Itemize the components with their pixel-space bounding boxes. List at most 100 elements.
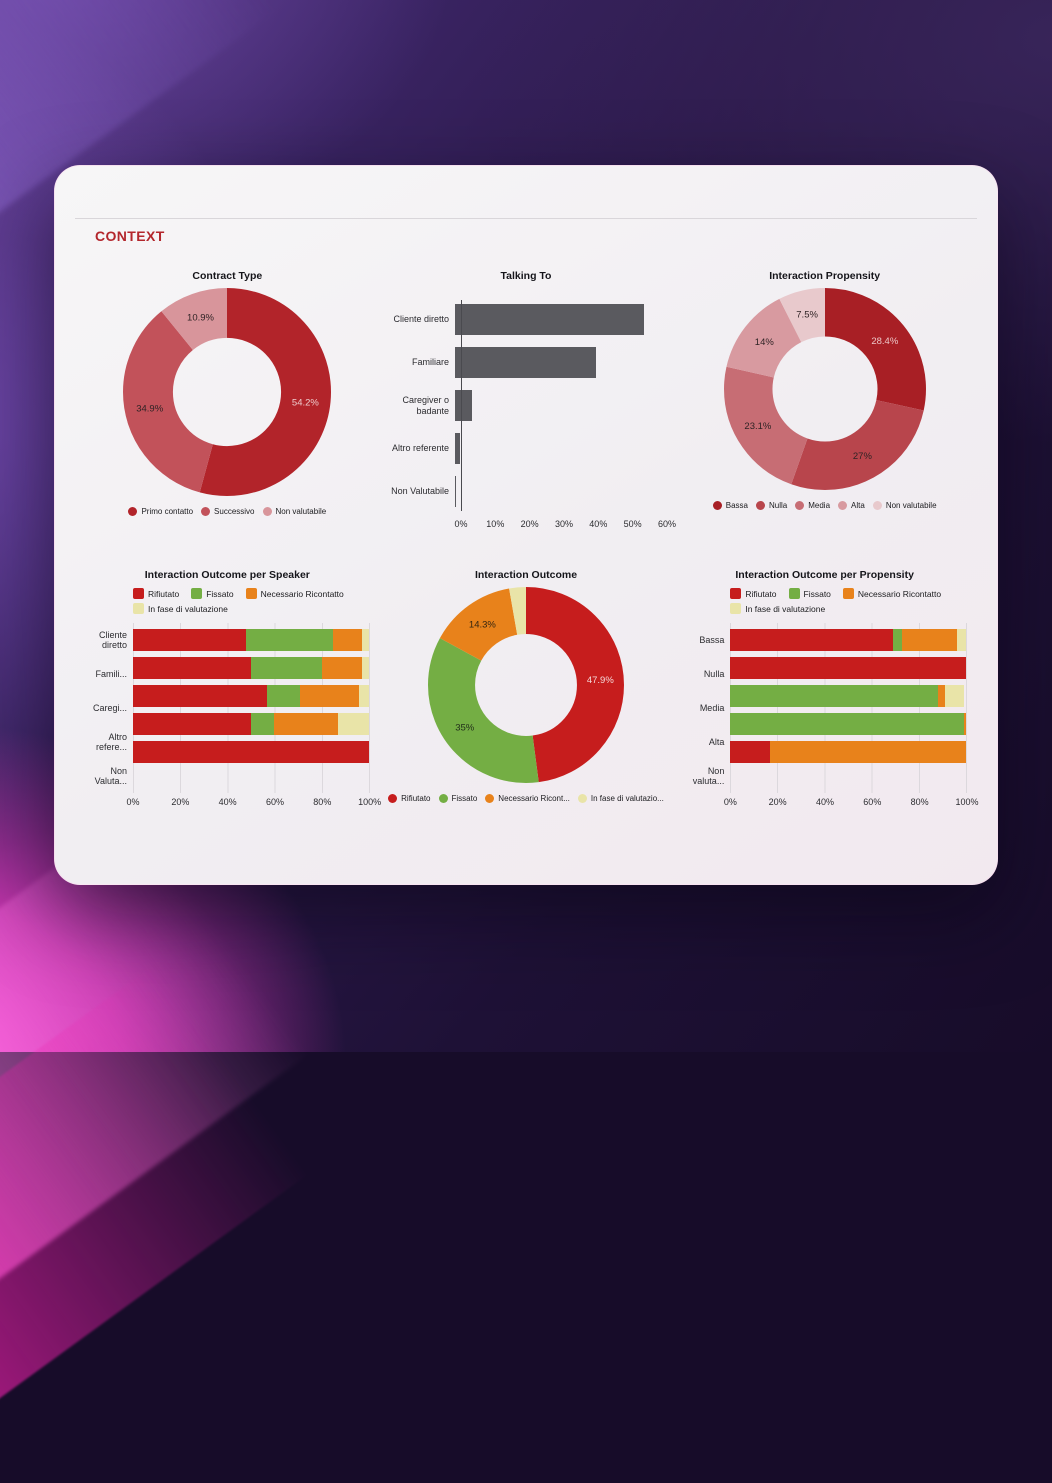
legend-item-necessario-ricontatto[interactable]: Necessario Ricontatto: [245, 588, 344, 599]
segment-fissato[interactable]: [250, 657, 322, 679]
segment-fissato[interactable]: [246, 629, 334, 651]
bar-non-valutabile[interactable]: [454, 476, 456, 507]
segment-rifiutato[interactable]: [133, 629, 247, 651]
slice-value-label: 14.3%: [469, 620, 496, 631]
donut-slice-successivo[interactable]: [123, 287, 332, 497]
segment-rifiutato[interactable]: [133, 657, 251, 679]
segment-fissato[interactable]: [730, 685, 938, 707]
legend-swatch: [577, 794, 587, 803]
legend-item-alta[interactable]: Alta: [838, 501, 865, 510]
segment-rifiutato[interactable]: [730, 629, 893, 651]
donut-slice-non-valutabile[interactable]: [123, 287, 332, 497]
legend-item-necessario-ricontatto[interactable]: Necessario Ricontatto: [842, 588, 941, 599]
category-label: Altro referente: [391, 443, 449, 454]
legend-swatch: [730, 588, 742, 599]
segment-necessario-ricontatto[interactable]: [963, 713, 966, 735]
category-label: Altro refere...: [95, 731, 127, 752]
segment-fissato[interactable]: [250, 713, 275, 735]
segment-necessario-ricontatto[interactable]: [300, 685, 360, 707]
bar-rows: Cliente diretto Familiare Caregiver o bada…: [385, 298, 667, 513]
slice-value-label: 28.4%: [871, 336, 898, 347]
bar-familiare[interactable]: [454, 347, 596, 378]
segment-fissato[interactable]: [267, 685, 301, 707]
legend-swatch: [388, 794, 398, 803]
segment-rifiutato[interactable]: [730, 657, 966, 679]
donut-slice-fissato[interactable]: [427, 586, 624, 784]
legend-item-in-fase-di-valutazio[interactable]: In fase di valutazio...: [577, 794, 664, 803]
legend-item-rifiutato[interactable]: Rifiutato: [730, 588, 777, 599]
bar-row-familiare: Familiare: [385, 341, 667, 384]
tick-label: 60%: [657, 519, 676, 529]
segment-in-fase-di-valutazione[interactable]: [361, 629, 369, 651]
bar-cliente-diretto[interactable]: [454, 304, 645, 335]
segment-rifiutato[interactable]: [133, 685, 268, 707]
category-label: Nulla: [703, 668, 725, 679]
segment-necessario-ricontatto[interactable]: [274, 713, 339, 735]
plot-area: Bassa Nulla Media Alta Non valuta...: [682, 623, 967, 793]
legend-item-media[interactable]: Media: [795, 501, 830, 510]
segment-necessario-ricontatto[interactable]: [937, 685, 945, 707]
segment-in-fase-di-valutazione[interactable]: [361, 657, 369, 679]
card-divider: [75, 218, 977, 219]
segment-necessario-ricontatto[interactable]: [770, 741, 966, 763]
tick-label: 80%: [313, 797, 332, 807]
outcome-per-speaker-stacked-chart[interactable]: Rifiutato Fissato Necessario Ricontatto In …: [85, 585, 381, 809]
segment-necessario-ricontatto[interactable]: [321, 657, 362, 679]
tick-label: 40%: [218, 797, 237, 807]
segment-rifiutato[interactable]: [133, 713, 251, 735]
chart-legend: Primo contatto Successivo Non valutabile: [128, 507, 326, 516]
bar-track: [454, 433, 667, 464]
contract-type-donut-chart[interactable]: 54.2% 34.9% 10.9% Primo contatto Successivo N…: [85, 286, 370, 516]
legend-item-nulla[interactable]: Nulla: [756, 501, 787, 510]
segment-fissato[interactable]: [730, 713, 964, 735]
segment-rifiutato[interactable]: [730, 741, 771, 763]
legend-item-fissato[interactable]: Fissato: [438, 794, 477, 803]
legend-item-rifiutato[interactable]: Rifiutato: [133, 588, 179, 599]
donut-slice-in-fase-di-valutazio[interactable]: [427, 586, 624, 784]
chart-legend: Rifiutato Fissato Necessario Ricont... In f…: [388, 794, 664, 803]
legend-item-non-valutabile[interactable]: Non valutabile: [262, 507, 326, 516]
stacked-chart-body: Rifiutato Fissato Necessario Ricontatto In …: [85, 585, 381, 809]
legend-swatch: [756, 501, 765, 510]
interaction-outcome-donut-chart[interactable]: 47.9% 35% 14.3% Rifiutato Fissato Necessario …: [384, 585, 669, 803]
segment-in-fase-di-valutazione[interactable]: [956, 629, 966, 651]
charts-grid: Contract Type 54.2% 34.9% 10.9% Primo conta…: [85, 262, 979, 809]
segment-fissato[interactable]: [892, 629, 903, 651]
tick-label: 20%: [520, 519, 539, 529]
bar-row-cliente-diretto: Cliente diretto: [385, 298, 667, 341]
legend-swatch: [262, 507, 272, 516]
bar-altro-referente[interactable]: [454, 433, 461, 464]
legend-item-necessario-ricont[interactable]: Necessario Ricont...: [485, 794, 570, 803]
donut-slice-non-valutabile[interactable]: [723, 287, 926, 491]
outcome-per-propensity-stacked-chart[interactable]: Rifiutato Fissato Necessario Ricontatto In …: [682, 585, 979, 809]
interaction-propensity-donut-chart[interactable]: 28.4% 27% 23.1% 14% 7.5% Bassa Nulla Media Alta N…: [682, 286, 967, 510]
donut-slice-nulla[interactable]: [723, 287, 926, 491]
legend-item-fissato[interactable]: Fissato: [788, 588, 831, 599]
legend-item-successivo[interactable]: Successivo: [201, 507, 255, 516]
bar-track: [454, 476, 667, 507]
legend-label: In fase di valutazio...: [590, 794, 664, 803]
talking-to-bar-chart[interactable]: Cliente diretto Familiare Caregiver o bada…: [384, 286, 676, 531]
legend-label: Media: [808, 501, 831, 510]
legend-item-in-fase-di-valutazione[interactable]: In fase di valutazione: [730, 603, 825, 614]
segment-in-fase-di-valutazione[interactable]: [338, 713, 369, 735]
segment-in-fase-di-valutazione[interactable]: [359, 685, 369, 707]
tick-label: 20%: [171, 797, 190, 807]
legend-item-fissato[interactable]: Fissato: [191, 588, 234, 599]
chart-interaction-propensity: Interaction Propensity 28.4% 27% 23.1% 14% 7…: [682, 262, 967, 531]
legend-item-in-fase-di-valutazione[interactable]: In fase di valutazione: [133, 603, 228, 614]
segment-necessario-ricontatto[interactable]: [902, 629, 957, 651]
segment-in-fase-di-valutazione[interactable]: [944, 685, 964, 707]
bar-caregiver-o-badante[interactable]: [454, 390, 472, 421]
category-label: Famili...: [95, 668, 128, 679]
legend-item-bassa[interactable]: Bassa: [712, 501, 748, 510]
donut-slice-media[interactable]: [723, 287, 926, 491]
legend-item-non-valutabile[interactable]: Non valutabile: [872, 501, 937, 510]
category-labels: Bassa Nulla Media Alta Non valuta...: [682, 623, 730, 793]
legend-swatch: [133, 603, 144, 614]
tick-label: 0%: [723, 797, 737, 807]
segment-rifiutato[interactable]: [133, 741, 369, 763]
legend-item-primo-contatto[interactable]: Primo contatto: [128, 507, 193, 516]
segment-necessario-ricontatto[interactable]: [333, 629, 362, 651]
legend-item-rifiutato[interactable]: Rifiutato: [388, 794, 431, 803]
